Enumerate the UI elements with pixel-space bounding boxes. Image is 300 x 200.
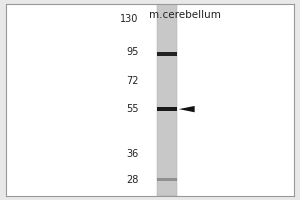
Text: 95: 95	[126, 47, 139, 57]
Text: 72: 72	[126, 76, 139, 86]
Bar	[157, 52, 177, 56]
Text: 28: 28	[126, 175, 139, 185]
Text: 55: 55	[126, 104, 139, 114]
Text: m.cerebellum: m.cerebellum	[148, 10, 220, 20]
Bar	[157, 4, 177, 196]
Polygon shape	[179, 106, 195, 112]
Bar	[157, 107, 177, 111]
Text: 130: 130	[120, 14, 139, 24]
Text: 36: 36	[126, 149, 139, 159]
Bar	[157, 178, 177, 181]
